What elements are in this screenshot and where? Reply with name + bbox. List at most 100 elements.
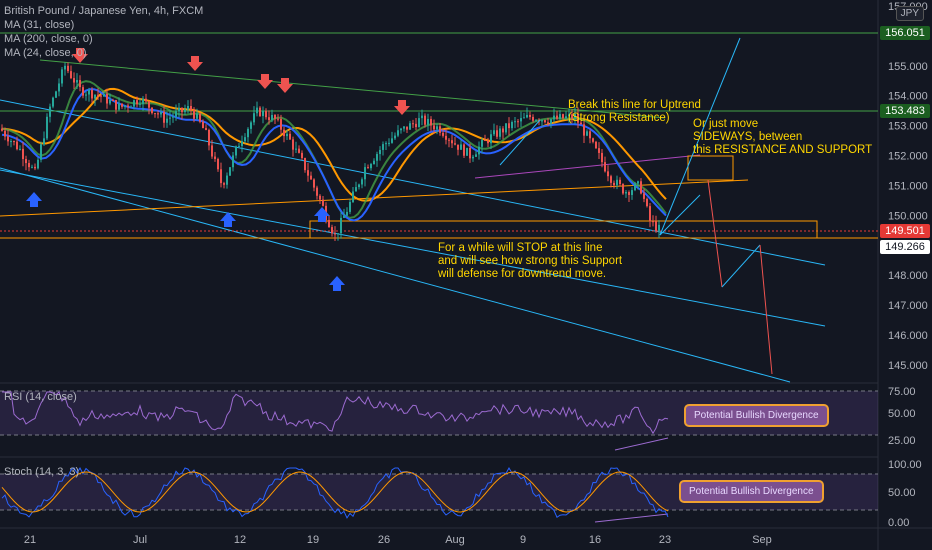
candle-body — [328, 219, 330, 228]
support-box[interactable] — [309, 220, 818, 239]
candle-body — [349, 201, 351, 212]
buy-arrow-icon — [26, 192, 42, 207]
candle-body — [52, 97, 54, 107]
candle-body — [340, 217, 342, 234]
candle-body — [535, 120, 537, 122]
candle-body — [376, 154, 378, 161]
candle-body — [310, 175, 312, 180]
candle-body — [529, 114, 531, 117]
purple-trendline[interactable] — [474, 154, 701, 179]
candle-body — [169, 117, 171, 119]
candle-body — [520, 118, 522, 122]
candle-body — [121, 103, 123, 107]
rsi-legend: RSI (14, close) — [4, 390, 77, 404]
candle-body — [490, 134, 492, 144]
stop-annotation[interactable]: For a while will STOP at this line and w… — [438, 242, 622, 281]
candle-body — [208, 129, 210, 146]
candle-body — [193, 109, 195, 119]
candle-body — [541, 120, 543, 122]
rsi-scale-label: 75.00 — [888, 386, 916, 398]
candle-body — [283, 129, 285, 137]
candle-body — [406, 126, 408, 130]
stoch-divergence-line — [594, 513, 669, 523]
candle-body — [484, 140, 486, 142]
candle-body — [424, 115, 426, 125]
candle-body — [322, 199, 324, 206]
candle-body — [403, 126, 405, 129]
candle-body — [382, 144, 384, 150]
candle-body — [463, 144, 465, 156]
candle-body — [292, 139, 294, 150]
candle-body — [280, 118, 282, 130]
candle-body — [598, 148, 600, 153]
candle-body — [163, 112, 165, 123]
sell-arrow-icon — [72, 48, 88, 63]
ma200-legend[interactable]: MA (200, close, 0) — [4, 33, 93, 45]
rsi-scale-label: 50.00 — [888, 408, 916, 420]
price-tag-149501[interactable]: 149.501 — [880, 224, 930, 238]
candle-body — [586, 131, 588, 136]
candle-body — [547, 122, 549, 124]
candle-body — [241, 141, 243, 146]
ma200-line[interactable] — [1, 87, 667, 202]
candle-body — [487, 140, 489, 144]
candle-body — [655, 221, 657, 231]
candle-body — [640, 181, 642, 194]
candle-body — [226, 175, 228, 185]
candle-body — [532, 116, 534, 121]
symbol-title[interactable]: British Pound / Japanese Yen, 4h, FXCM — [4, 5, 204, 17]
candle-body — [223, 183, 225, 185]
candle-body — [616, 179, 618, 186]
candle-body — [481, 140, 483, 147]
candle-body — [571, 114, 573, 119]
projection-arrows — [499, 37, 773, 375]
candle-body — [160, 112, 162, 115]
currency-badge[interactable]: JPY — [895, 6, 924, 21]
candle-body — [628, 192, 630, 195]
candle-body — [421, 115, 423, 119]
candle-body — [646, 198, 648, 207]
candle-body — [73, 78, 75, 83]
stoch-divergence-callout[interactable]: Potential Bullish Divergence — [679, 480, 824, 503]
candle-body — [7, 136, 9, 142]
candle-body — [493, 130, 495, 135]
candle-body — [232, 155, 234, 168]
candle-body — [511, 121, 513, 129]
candle-body — [589, 131, 591, 139]
time-axis-label: Jul — [133, 534, 147, 546]
candle-body — [142, 98, 144, 104]
price-tag-153483[interactable]: 153.483 — [880, 104, 930, 118]
rsi-divergence-callout[interactable]: Potential Bullish Divergence — [684, 404, 829, 427]
candle-body — [454, 143, 456, 145]
sideways-annotation[interactable]: Or just move SIDEWAYS, between this RESI… — [693, 118, 872, 157]
candle-body — [430, 118, 432, 126]
stoch-title[interactable]: Stoch (14, 3, 3) — [4, 466, 80, 478]
time-axis-label: Sep — [752, 534, 772, 546]
candle-body — [307, 170, 309, 176]
price-tag-149266[interactable]: 149.266 — [880, 240, 930, 254]
candle-body — [148, 101, 150, 108]
candle-body — [517, 121, 519, 123]
candle-body — [658, 224, 660, 231]
sell-arrow-icon — [187, 56, 203, 71]
candle-body — [574, 113, 576, 119]
candle-body — [118, 103, 120, 110]
rsi-title[interactable]: RSI (14, close) — [4, 391, 77, 403]
break-line-annotation[interactable]: Break this line for Uptrend (Strong Resi… — [568, 99, 701, 125]
candle-body — [82, 87, 84, 96]
candle-body — [55, 91, 57, 98]
price-tag-156051[interactable]: 156.051 — [880, 26, 930, 40]
channel-line-lower[interactable] — [0, 167, 791, 383]
stoch-d-line — [1, 471, 669, 513]
time-axis-label: 23 — [659, 534, 671, 546]
sideways-box[interactable] — [687, 155, 734, 181]
candle-body — [613, 182, 615, 186]
candle-body — [415, 123, 417, 128]
resistance-trendline[interactable] — [39, 59, 666, 119]
candle-body — [247, 128, 249, 138]
ma24-legend[interactable]: MA (24, close, 0) — [4, 47, 87, 59]
channel-line-mid[interactable] — [0, 169, 826, 327]
candle-body — [211, 145, 213, 157]
ma31-legend[interactable]: MA (31, close) — [4, 19, 75, 31]
candle-body — [190, 105, 192, 110]
